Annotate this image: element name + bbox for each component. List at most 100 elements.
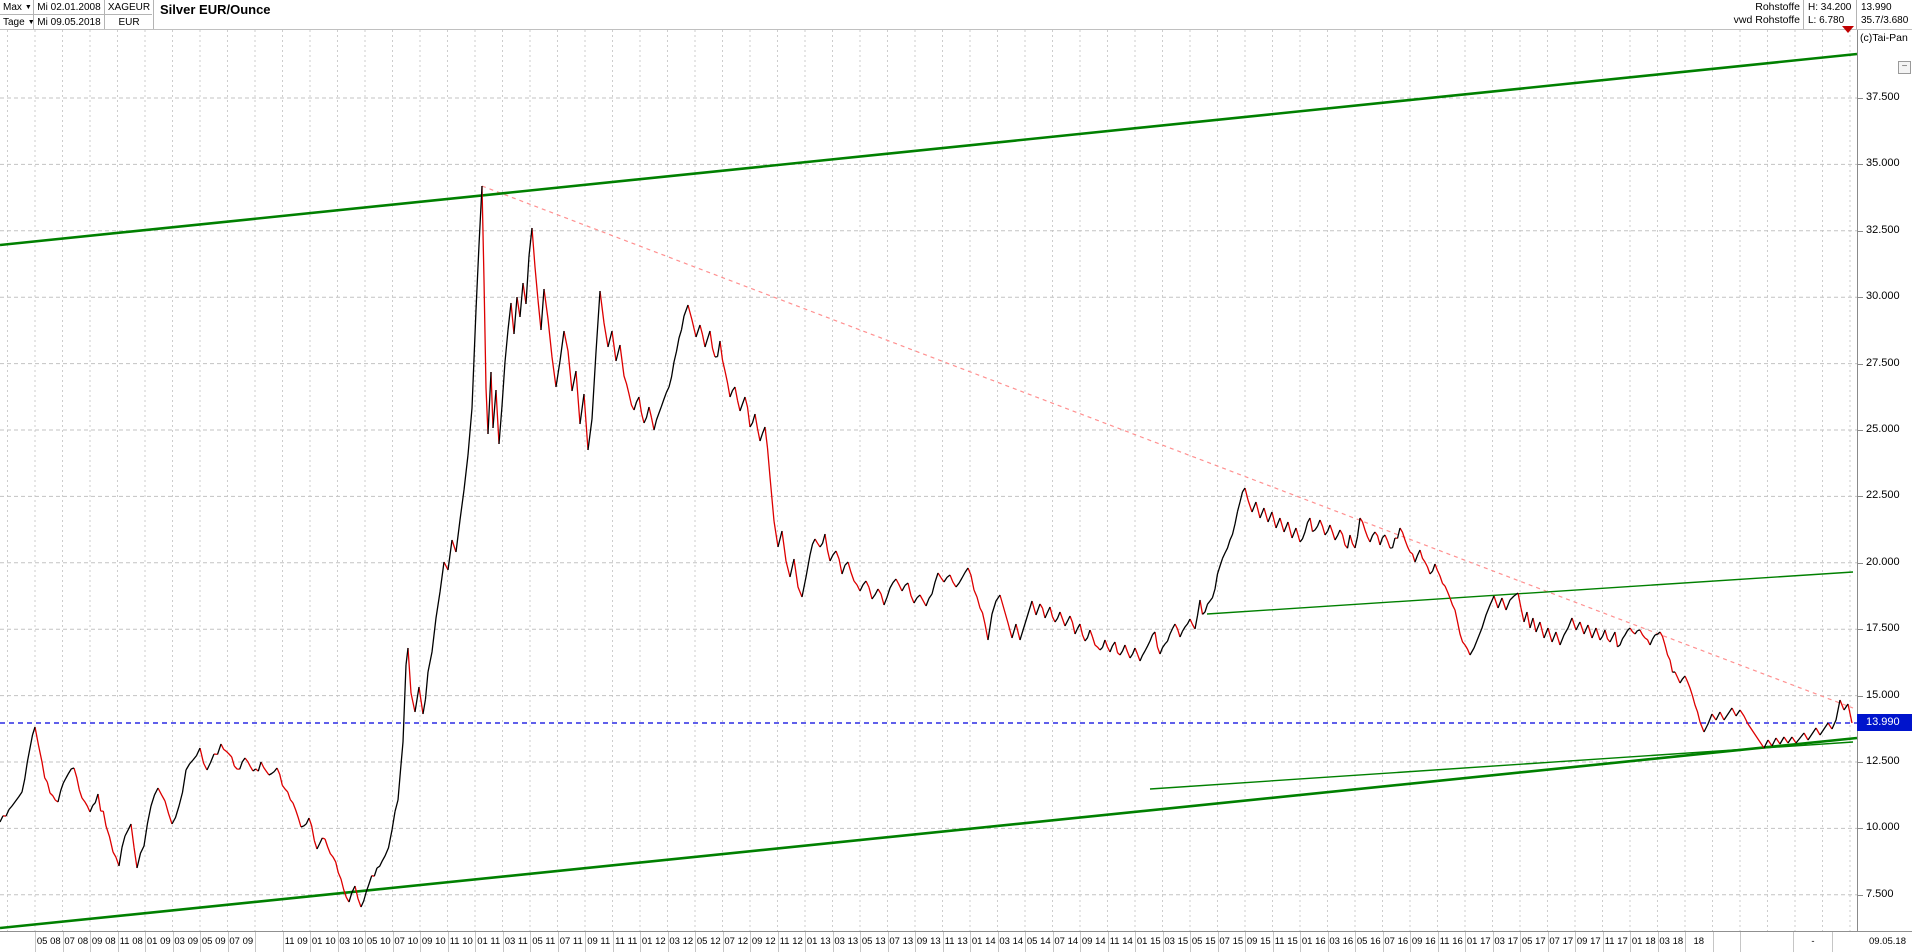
time-axis-separator — [1245, 932, 1246, 952]
time-axis-separator — [860, 932, 861, 952]
interval-dropdown[interactable]: Tage ▼ — [3, 15, 35, 29]
time-axis-label: 07 11 — [559, 936, 583, 947]
time-axis-separator — [392, 932, 394, 952]
price-axis-label: 12.500 — [1866, 755, 1900, 767]
time-axis-separator — [750, 932, 751, 952]
source-label: vwd Rohstoffe — [1733, 14, 1800, 26]
inner-resistance-line — [1206, 571, 1854, 615]
time-axis-separator — [1547, 932, 1549, 952]
time-axis-label: 07 09 — [229, 936, 254, 947]
time-axis-separator — [1657, 932, 1659, 952]
time-axis-separator — [557, 932, 559, 952]
price-axis-tick — [1858, 496, 1863, 498]
time-axis-separator — [200, 932, 201, 952]
time-axis-label: 09 17 — [1576, 936, 1601, 947]
time-axis-label: 01 12 — [641, 936, 666, 947]
price-axis-tick — [1858, 762, 1863, 763]
price-axis-tick — [1858, 695, 1863, 697]
time-axis-separator — [1107, 932, 1109, 952]
time-axis-separator — [1492, 932, 1494, 952]
price-axis-label: 22.500 — [1866, 489, 1900, 502]
time-axis-label: 05 11 — [532, 936, 556, 947]
copyright-watermark: (c)Tai-Pan — [1860, 32, 1908, 44]
time-axis-label: 07 16 — [1384, 936, 1409, 947]
time-axis-label: 03 16 — [1329, 936, 1354, 947]
time-axis-separator — [1355, 932, 1356, 952]
time-axis-separator — [1685, 932, 1686, 952]
time-axis-separator — [420, 932, 421, 952]
date-to: Mi 09.05.2018 — [37, 16, 101, 28]
price-axis-tick — [1858, 562, 1863, 564]
time-axis-label: 09 10 — [421, 936, 446, 947]
time-axis-label: 05 16 — [1356, 936, 1381, 947]
time-axis-separator — [1327, 932, 1329, 952]
time-axis-label: 03 12 — [669, 936, 694, 947]
time-axis-label: 01 18 — [1631, 936, 1656, 947]
minimize-button[interactable]: − — [1898, 61, 1911, 74]
page-title: Silver EUR/Ounce — [160, 2, 271, 17]
high-low-block: H: 34.200 L: 6.780 — [1808, 1, 1854, 29]
time-axis-separator — [777, 932, 779, 952]
time-axis-label: 09 14 — [1081, 936, 1106, 947]
time-axis-separator — [475, 932, 476, 952]
time-axis-label: 07 14 — [1054, 936, 1079, 947]
time-axis: - 09.05.18 05 08 07 08 09 08 11 08 01 09 03 0… — [0, 931, 1912, 952]
time-axis-separator — [667, 932, 669, 952]
time-axis-separator — [90, 932, 91, 952]
time-axis-separator — [1602, 932, 1604, 952]
time-axis-label: 11 10 — [449, 936, 473, 947]
time-axis-label: 11 12 — [779, 936, 803, 947]
range-info-label: 35.7/3.680 — [1861, 15, 1909, 26]
date-from: Mi 02.01.2008 — [37, 1, 101, 13]
time-axis-label: 07 15 — [1219, 936, 1244, 947]
price-axis-tick — [1858, 828, 1863, 830]
time-axis-label: 05 17 — [1521, 936, 1546, 947]
time-axis-separator — [1162, 932, 1164, 952]
time-axis-separator — [35, 932, 36, 952]
period-dropdown[interactable]: Max ▼ — [3, 0, 32, 14]
time-axis-label: 01 17 — [1466, 936, 1491, 947]
last-range-block: 13.990 35.7/3.680 — [1861, 1, 1912, 29]
time-axis-separator — [1832, 932, 1833, 952]
time-axis-label: 03 13 — [834, 936, 859, 947]
time-axis-separator — [502, 932, 504, 952]
time-axis-separator — [1465, 932, 1466, 952]
time-axis-separator — [640, 932, 641, 952]
time-axis-label: 01 13 — [806, 936, 831, 947]
period-dropdown-label: Max — [3, 1, 22, 13]
header-divider — [1856, 0, 1857, 29]
time-axis-separator — [447, 932, 449, 952]
time-axis-separator — [337, 932, 339, 952]
time-axis-separator — [145, 932, 146, 952]
category-source-block: Rohstoffe vwd Rohstoffe — [1640, 1, 1800, 29]
time-axis-label: 01 11 — [477, 936, 501, 947]
time-axis-label: 05 13 — [861, 936, 886, 947]
price-series-up — [0, 185, 1849, 908]
price-axis-label: 27.500 — [1866, 356, 1900, 369]
time-axis-separator — [1135, 932, 1136, 952]
time-axis-label: 05 10 — [366, 936, 391, 947]
time-axis-label: 18 — [1693, 936, 1705, 947]
time-axis-separator — [1272, 932, 1274, 952]
time-axis-separator — [887, 932, 889, 952]
time-axis-label: 01 10 — [311, 936, 336, 947]
time-axis-separator — [1740, 932, 1741, 952]
symbol-label: XAGEUR — [107, 1, 151, 13]
price-axis-label: 37.500 — [1866, 91, 1900, 103]
chart-header: Max ▼ Tage ▼ Mi 02.01.2008 Mi 09.05.2018… — [0, 0, 1912, 30]
price-axis-tick — [1858, 230, 1863, 232]
time-axis-label: 07 08 — [64, 936, 89, 947]
time-axis-dash: - — [1811, 936, 1815, 947]
time-axis-label: 11 17 — [1604, 936, 1628, 947]
chevron-down-icon: ▼ — [24, 3, 32, 11]
price-axis-label: 15.000 — [1866, 688, 1900, 701]
time-axis-separator — [612, 932, 614, 952]
time-axis-separator — [585, 932, 586, 952]
time-axis-label: 09 11 — [587, 936, 611, 947]
time-axis-label: 11 08 — [119, 936, 143, 947]
time-axis-label: 01 16 — [1301, 936, 1326, 947]
time-axis-label: 09 12 — [751, 936, 776, 947]
price-axis-tick — [1858, 297, 1863, 299]
price-axis-label: 30.000 — [1866, 290, 1900, 303]
